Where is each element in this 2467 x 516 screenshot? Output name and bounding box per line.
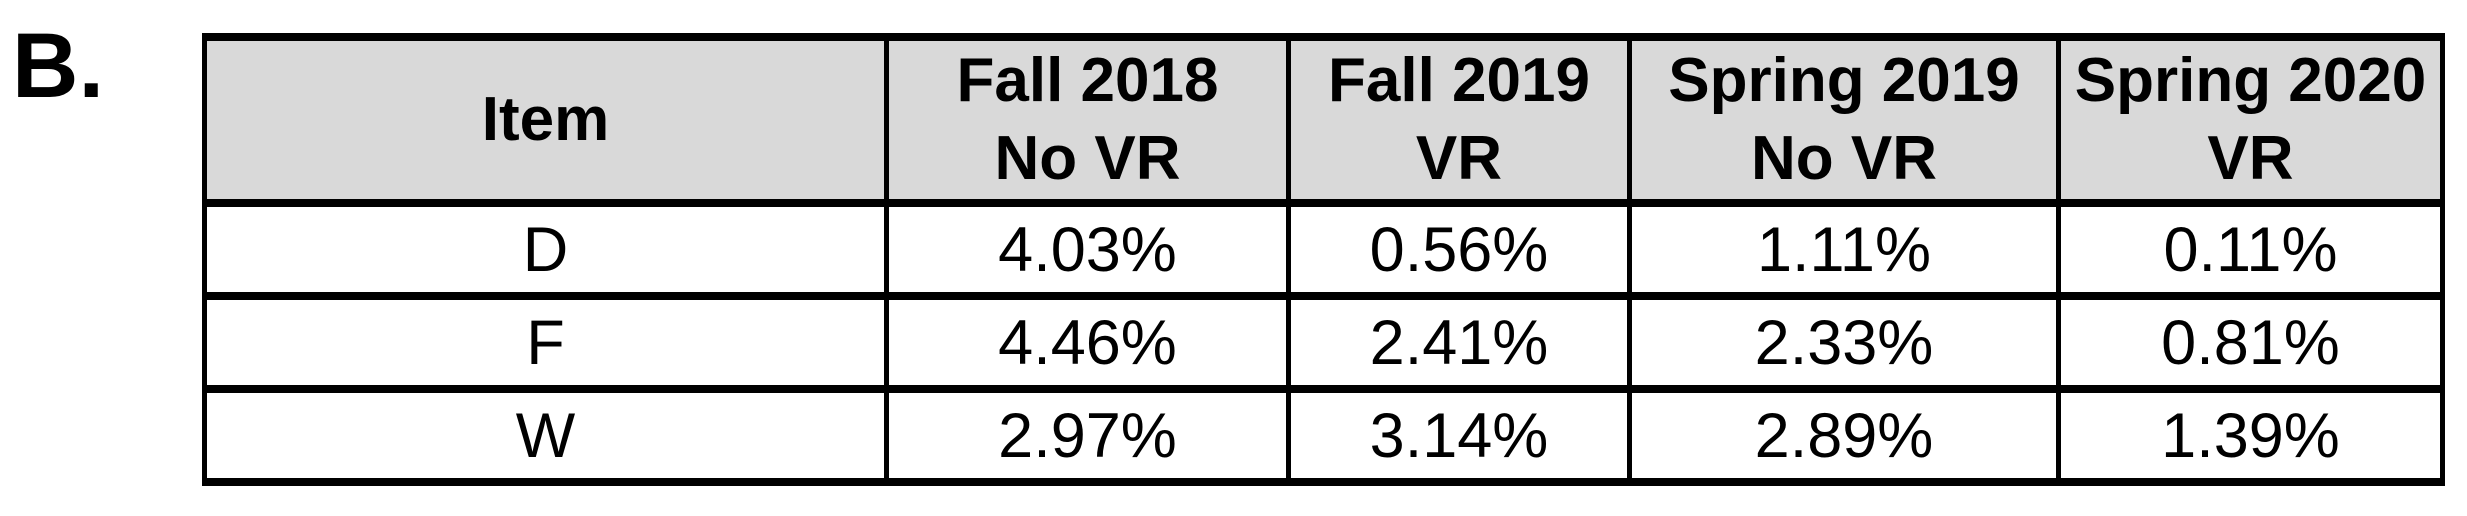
- cell-w-spring-2019: 2.89%: [1627, 385, 2061, 486]
- column-header-fall-2018-line2: No VR: [994, 124, 1181, 193]
- panel-label: B.: [12, 15, 104, 117]
- header-row: Item Fall 2018 No VR Fall 2019 VR Spring…: [202, 33, 2445, 207]
- cell-f-spring-2019: 2.33%: [1627, 292, 2061, 393]
- column-header-fall-2018-no-vr: Fall 2018 No VR: [884, 33, 1291, 207]
- column-header-fall-2019-line1: Fall 2019: [1328, 46, 1590, 115]
- column-header-spring-2020-line2: VR: [2207, 124, 2294, 193]
- cell-w-spring-2020: 1.39%: [2056, 385, 2445, 486]
- cell-item-f: F: [202, 292, 889, 393]
- column-header-item-line1: Item: [481, 85, 610, 154]
- cell-d-fall-2018: 4.03%: [884, 199, 1291, 300]
- column-header-fall-2019-vr: Fall 2019 VR: [1286, 33, 1632, 207]
- table-row-w: W 2.97% 3.14% 2.89% 1.39%: [202, 385, 2445, 486]
- column-header-fall-2019-line2: VR: [1415, 124, 1503, 193]
- table-row-d: D 4.03% 0.56% 1.11% 0.11%: [202, 199, 2445, 300]
- column-header-spring-2019-line1: Spring 2019: [1668, 46, 2020, 115]
- cell-item-d: D: [202, 199, 889, 300]
- results-table: Item Fall 2018 No VR Fall 2019 VR Spring…: [202, 33, 2445, 486]
- table-row-f: F 4.46% 2.41% 2.33% 0.81%: [202, 292, 2445, 393]
- cell-w-fall-2019: 3.14%: [1286, 385, 1632, 486]
- table-body: D 4.03% 0.56% 1.11% 0.11% F 4.46% 2.41% …: [202, 199, 2445, 486]
- cell-f-spring-2020: 0.81%: [2056, 292, 2445, 393]
- table-header: Item Fall 2018 No VR Fall 2019 VR Spring…: [202, 33, 2445, 207]
- column-header-item: Item: [202, 33, 889, 207]
- cell-f-fall-2018: 4.46%: [884, 292, 1291, 393]
- column-header-spring-2020-line1: Spring 2020: [2074, 46, 2427, 115]
- cell-item-w: W: [202, 385, 889, 486]
- column-header-spring-2019-line2: No VR: [1751, 124, 1937, 193]
- cell-d-spring-2020: 0.11%: [2056, 199, 2445, 300]
- cell-f-fall-2019: 2.41%: [1286, 292, 1632, 393]
- column-header-fall-2018-line1: Fall 2018: [956, 46, 1219, 115]
- cell-d-spring-2019: 1.11%: [1627, 199, 2061, 300]
- column-header-spring-2020-vr: Spring 2020 VR: [2056, 33, 2445, 207]
- cell-d-fall-2019: 0.56%: [1286, 199, 1632, 300]
- column-header-spring-2019-no-vr: Spring 2019 No VR: [1627, 33, 2061, 207]
- cell-w-fall-2018: 2.97%: [884, 385, 1291, 486]
